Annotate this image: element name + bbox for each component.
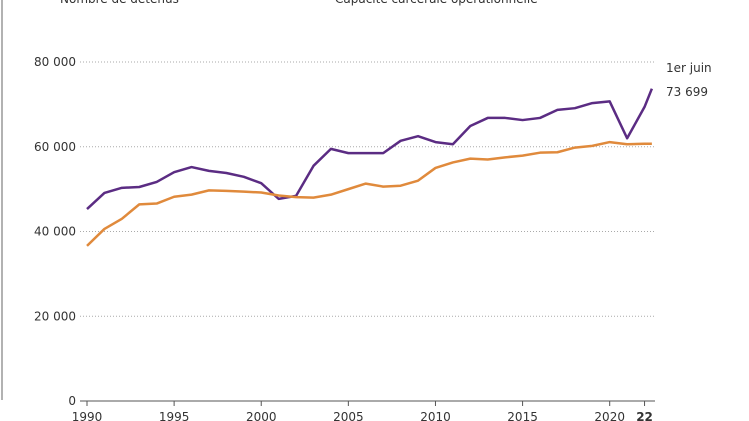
series-line [86,140,652,247]
x-tick-label: 2015 [507,410,538,421]
x-tick-label: 1990 [72,410,103,421]
series-line [86,88,654,210]
legend-label: Nombre de détenus [60,0,179,6]
x-tick-label: 2000 [246,410,277,421]
y-tick-label: 20 000 [34,309,76,323]
y-tick-label: 0 [68,394,76,408]
y-tick-label: 80 000 [34,55,76,69]
annotation: 1er juin [666,61,712,75]
y-tick-label: 40 000 [34,225,76,239]
x-tick-label: 2005 [333,410,364,421]
legend-label: Capacité carcérale opérationnelle [335,0,538,6]
value-label: 73 699 [666,85,708,99]
x-tick-label: 22 [636,410,653,421]
x-tick-label: 1995 [159,410,190,421]
y-tick-label: 60 000 [34,140,76,154]
x-tick-label: 2020 [594,410,625,421]
x-tick-label: 2010 [420,410,451,421]
